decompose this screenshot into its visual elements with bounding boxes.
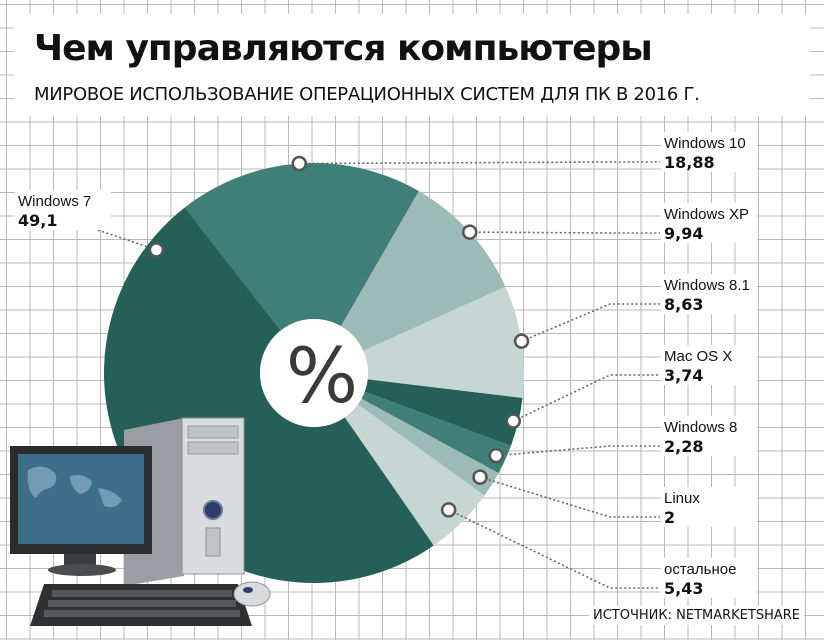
value-label-остальное: 5,43 [664,579,703,598]
marker-dot-mac-os-x [505,413,522,429]
legend-label-остальное: остальное [664,561,736,578]
legend-label-windows-8: Windows 8 [664,419,737,436]
slice-mac-os-x [364,379,523,446]
value-label-windows-10: 18,88 [664,153,715,172]
header-panel: Чем управляются компьютеры МИРОВОЕ ИСПОЛ… [14,14,810,116]
donut-hole [260,319,368,427]
marker-dot-windows-8 [488,447,504,464]
world-map-icon [27,466,122,508]
label-background-windows-7 [15,190,111,230]
source-note: ИСТОЧНИК: NETMARKETSHARE [589,606,804,625]
value-label-windows-xp: 9,94 [664,224,703,243]
leader-line-windows-8-1 [521,303,660,342]
label-background-mac-os-x [661,345,757,385]
value-label-windows-8: 2,28 [664,437,703,456]
legend-label-windows-xp: Windows XP [664,206,749,223]
label-background-linux [661,487,757,527]
leader-line-mac-os-x [512,374,660,422]
keyboard-keys [44,590,240,617]
mouse-icon [233,581,271,607]
tower-vent [205,527,221,557]
tower-drive-bay [187,441,239,455]
leader-lines [67,155,660,589]
legend-label-windows-10: Windows 10 [664,135,746,152]
marker-dot-windows-xp [461,224,478,240]
mouse-button [243,587,253,593]
marker-dot-windows-8-1 [513,333,530,349]
leader-line-windows-7 [67,219,157,251]
label-background-windows-10 [661,132,757,172]
label-background-windows-8 [661,416,757,456]
leader-line-windows-10 [299,161,660,165]
monitor-stand [64,554,96,566]
monitor-base [48,564,116,576]
label-background-остальное [661,558,757,598]
label-background-windows-xp [661,203,757,243]
slice-windows-8-1 [363,286,524,398]
power-button-icon [203,500,223,520]
label-background-windows-8-1 [661,274,757,314]
leader-line-linux [479,476,660,518]
value-label-linux: 2 [664,508,675,527]
legend-label-windows-7: Windows 7 [18,193,91,210]
value-label-windows-8-1: 8,63 [664,295,703,314]
value-label-windows-7: 49,1 [18,211,57,230]
marker-dot-linux [472,469,488,485]
slice-linux [357,398,499,496]
page-subtitle: МИРОВОЕ ИСПОЛЬЗОВАНИЕ ОПЕРАЦИОННЫХ СИСТЕ… [34,84,700,105]
legend-label-linux: Linux [664,490,700,507]
leader-line-windows-8 [496,445,660,457]
legend-label-windows-8-1: Windows 8.1 [664,277,750,294]
computer-illustration [10,417,271,626]
slice-windows-10 [184,163,419,331]
value-label-mac-os-x: 3,74 [664,366,703,385]
tower-drive-bay [187,425,239,439]
percent-symbol: % [286,331,358,420]
slice-windows-8 [361,391,511,474]
legend-label-mac-os-x: Mac OS X [664,348,732,365]
page-title: Чем управляются компьютеры [34,28,653,69]
leader-line-остальное [448,509,660,589]
marker-dot-windows-10 [291,155,308,172]
marker-dot-windows-7 [148,242,165,258]
leader-line-windows-xp [469,231,660,234]
marker-dot-остальное [440,502,457,518]
